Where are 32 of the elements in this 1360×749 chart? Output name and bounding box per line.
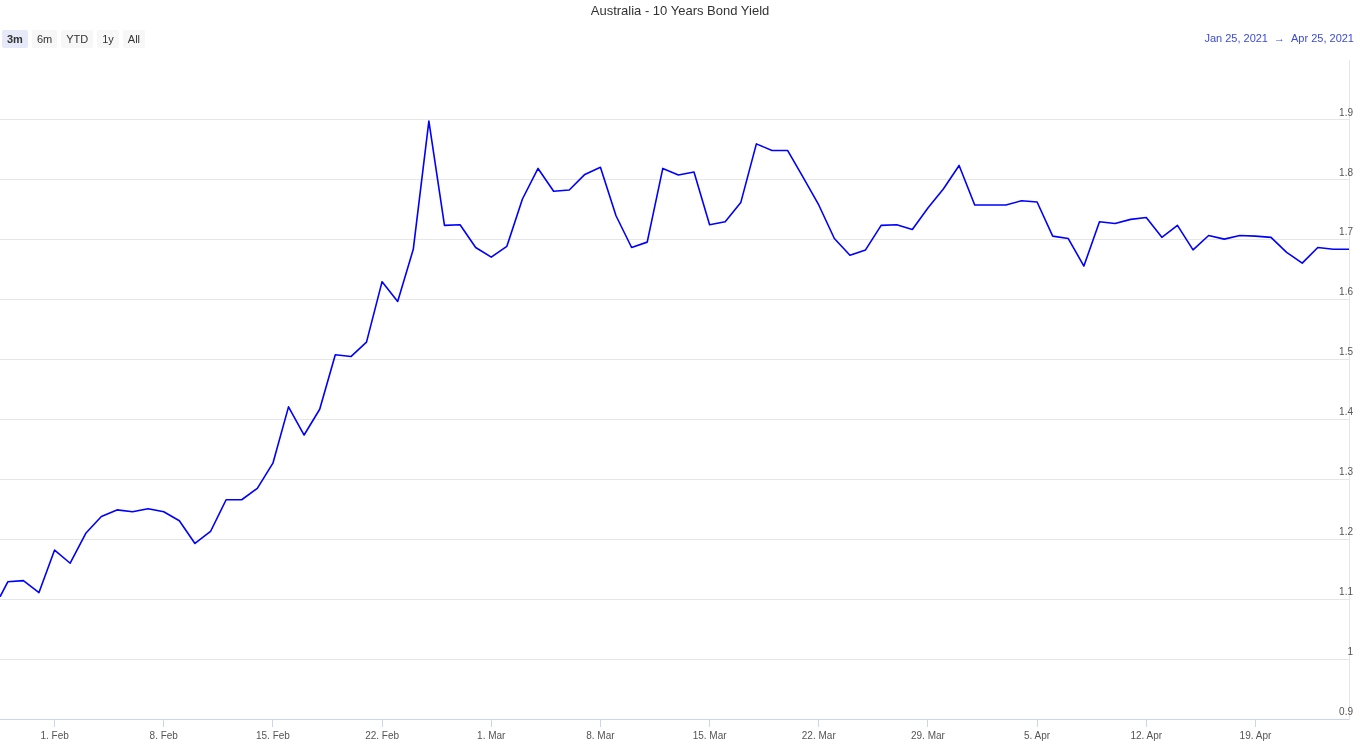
- text: 6m: [31, 30, 58, 48]
- x-tick-label: 5. Apr: [1024, 729, 1051, 741]
- text: 1y: [97, 30, 119, 48]
- y-tick-label: 1.9: [1339, 106, 1354, 118]
- chart-title: Australia - 10 Years Bond Yield: [589, 3, 771, 18]
- y-tick-label: 1.8: [1339, 166, 1354, 178]
- x-tick-label: 1. Feb: [40, 729, 70, 741]
- x-tick-label: 12. Apr: [1130, 729, 1163, 741]
- y-tick-label: 1.1: [1339, 585, 1354, 597]
- x-tick-label: 19. Apr: [1239, 729, 1272, 741]
- x-tick-label: 22. Mar: [801, 729, 837, 741]
- x-tick-label: 1. Mar: [477, 729, 507, 741]
- y-tick-label: 1.6: [1339, 286, 1354, 298]
- y-tick-label: 1.2: [1339, 526, 1354, 538]
- y-tick-label: 0.9: [1339, 705, 1354, 717]
- y-tick-label: 1.7: [1339, 226, 1354, 238]
- x-tick-label: 15. Mar: [692, 729, 728, 741]
- y-tick-label: 1.3: [1339, 466, 1354, 478]
- y-tick-label: 1.5: [1339, 346, 1354, 358]
- x-tick-label: 8. Feb: [149, 729, 179, 741]
- text: Jan 25, 2021: [1204, 32, 1268, 44]
- text: YTD: [61, 30, 94, 48]
- x-tick-label: 22. Feb: [365, 729, 400, 741]
- text: Apr 25, 2021: [1291, 32, 1354, 44]
- x-tick-label: 15. Feb: [255, 729, 291, 741]
- text: →: [1274, 32, 1285, 44]
- y-tick-label: 1.4: [1339, 406, 1354, 418]
- y-tick-label: 1: [1347, 645, 1354, 657]
- text: All: [122, 30, 146, 48]
- x-tick-label: 29. Mar: [910, 729, 946, 741]
- text: 3m: [2, 30, 28, 48]
- x-tick-label: 8. Mar: [586, 729, 616, 741]
